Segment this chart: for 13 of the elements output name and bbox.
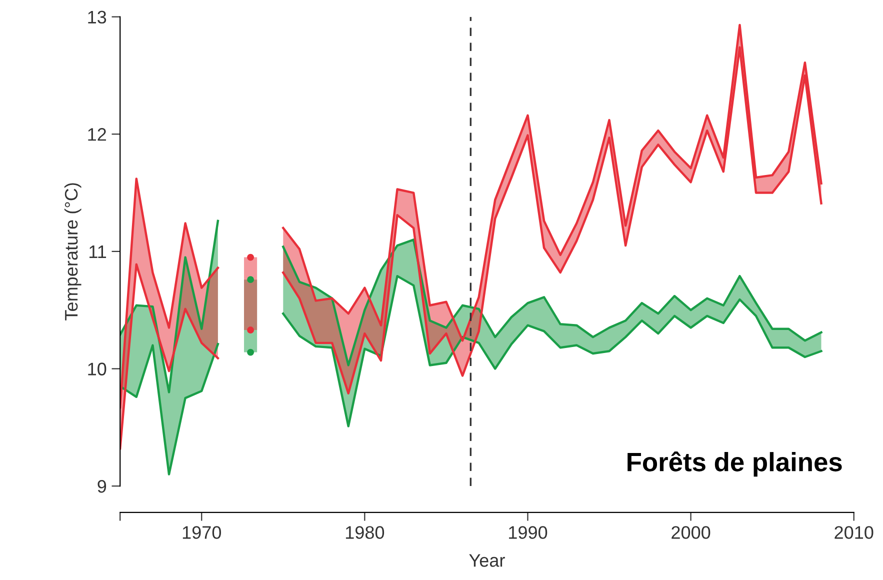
y-tick-label: 11	[90, 246, 106, 258]
x-tick-label: 2010	[834, 526, 874, 539]
y-tick-label: 9	[98, 480, 106, 493]
x-axis-title: Year	[469, 554, 505, 567]
x-tick-label: 1990	[509, 526, 548, 539]
x-tick-label: 2000	[672, 526, 710, 539]
y-tick-label: 12	[88, 128, 106, 141]
x-tick-label: 1970	[182, 526, 221, 539]
y-tick-label: 10	[88, 362, 106, 376]
annotation: Forêts de plaines	[628, 451, 842, 477]
x-tick-label: 1980	[346, 526, 384, 539]
y-axis-title: Temperature (°C)	[64, 183, 82, 320]
y-tick-label: 13	[88, 10, 106, 24]
